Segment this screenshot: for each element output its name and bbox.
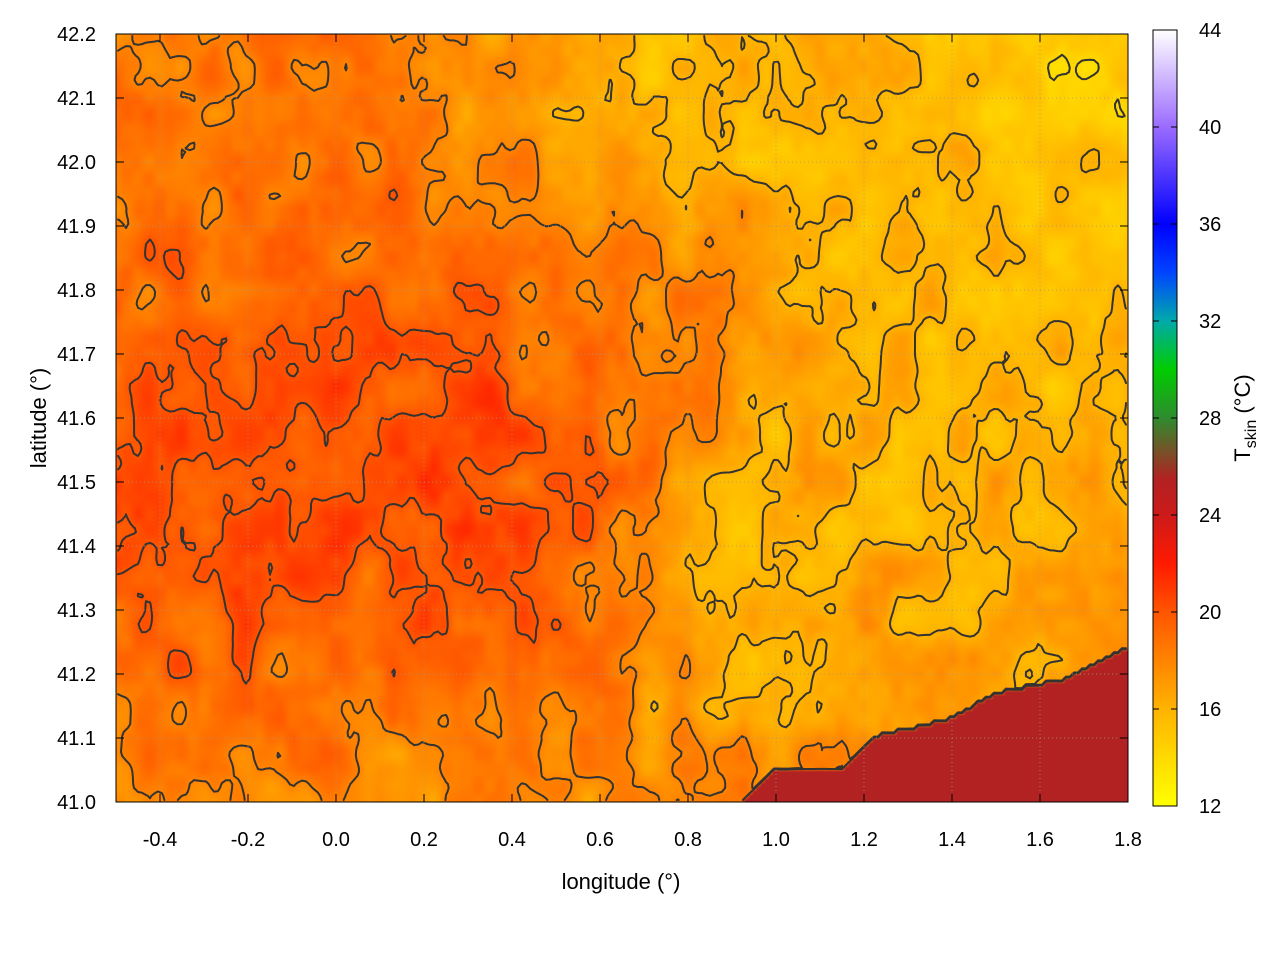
- x-tick-label: 1.2: [850, 829, 878, 851]
- colorbar-tick-label: 36: [1199, 214, 1221, 236]
- x-tick-label: 0.0: [322, 829, 350, 851]
- y-tick-label: 41.8: [57, 280, 96, 302]
- x-tick-label: -0.4: [143, 829, 177, 851]
- x-tick-label: 0.6: [586, 829, 614, 851]
- colorbar-ticks: 12 16 20 24 28 32 36 40 44: [1153, 20, 1221, 818]
- x-tick-label: 0.2: [410, 829, 438, 851]
- colorbar-tick-label: 24: [1199, 505, 1221, 527]
- contour-20: [117, 188, 1127, 801]
- y-tick-label: 42.0: [57, 152, 96, 174]
- colorbar-label-sub: skin: [1243, 420, 1260, 448]
- y-tick-label: 41.4: [57, 536, 96, 558]
- x-axis-label: longitude (°): [562, 869, 681, 894]
- y-tick-label: 41.0: [57, 792, 96, 814]
- plot-area: [115, 33, 1129, 803]
- y-tick-label: 41.1: [57, 728, 96, 750]
- x-tick-label: 1.0: [762, 829, 790, 851]
- contour-14: [1047, 53, 1126, 118]
- colorbar: 12 16 20 24 28 32 36 40 44 Tskin (°C): [1152, 20, 1260, 818]
- y-tick-label: 41.7: [57, 344, 96, 366]
- x-tick-label: 1.4: [938, 829, 966, 851]
- y-tick-label: 41.2: [57, 664, 96, 686]
- y-tick-label: 41.3: [57, 600, 96, 622]
- x-tick-label: 1.8: [1114, 829, 1142, 851]
- colorbar-label-main: T: [1230, 448, 1255, 461]
- y-tick-label: 41.5: [57, 472, 96, 494]
- x-tick-label: 0.4: [498, 829, 526, 851]
- y-tick-label: 42.1: [57, 88, 96, 110]
- y-tick-label: 42.2: [57, 24, 96, 46]
- y-axis-label: latitude (°): [26, 368, 51, 469]
- x-tick-label: 1.6: [1026, 829, 1054, 851]
- colorbar-tick-label: 44: [1199, 20, 1221, 42]
- x-tick-label: -0.2: [231, 829, 265, 851]
- colorbar-tick-label: 32: [1199, 311, 1221, 333]
- y-axis-ticks: 41.0 41.1 41.2 41.3 41.4 41.5 41.6 41.7 41.8 41.9…: [57, 24, 1128, 814]
- y-tick-label: 41.6: [57, 408, 96, 430]
- contour-lines: [117, 35, 1127, 801]
- x-axis-ticks: -0.4 -0.2 0.0 0.2 0.4 0.6 0.8 1.0 1.2 1.4 1.6 1.8: [143, 34, 1142, 851]
- colorbar-label-unit: (°C): [1230, 374, 1255, 419]
- colorbar-tick-label: 40: [1199, 117, 1221, 139]
- colorbar-tick-label: 28: [1199, 408, 1221, 430]
- colorbar-tick-label: 16: [1199, 699, 1221, 721]
- x-tick-label: 0.8: [674, 829, 702, 851]
- y-tick-label: 41.9: [57, 216, 96, 238]
- colorbar-label: Tskin (°C): [1230, 374, 1260, 461]
- colorbar-tick-label: 12: [1199, 796, 1221, 818]
- colorbar-tick-label: 20: [1199, 602, 1221, 624]
